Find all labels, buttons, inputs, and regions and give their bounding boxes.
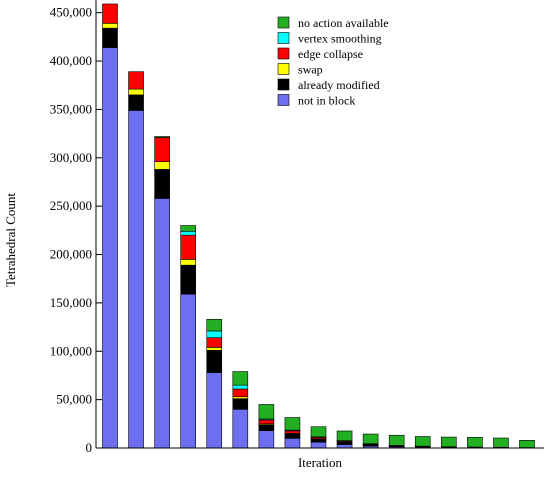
bar-segment-swap-1: [103, 23, 118, 28]
bar-segment-edge-collapse-8: [285, 431, 300, 433]
bar-segment-not-in-block-4: [181, 294, 196, 448]
bar-segment-not-in-block-1: [103, 48, 118, 449]
bar-segment-already-modified-8: [285, 434, 300, 438]
bar-segment-no-action-available-10: [337, 431, 352, 441]
bar-segment-no-action-available-8: [285, 418, 300, 431]
bar-segment-not-in-block-6: [233, 409, 248, 448]
bar-segment-edge-collapse-4: [181, 235, 196, 259]
y-tick-label: 400,000: [50, 53, 92, 68]
bar-segment-no-action-available-9: [311, 427, 326, 437]
bar-segment-already-modified-2: [129, 95, 144, 110]
bar-segment-swap-4: [181, 259, 196, 265]
bar-segment-vertex-smoothing-5: [207, 331, 222, 338]
bar-segment-swap-5: [207, 347, 222, 350]
bar-segment-already-modified-6: [233, 399, 248, 410]
y-tick-label: 100,000: [50, 343, 92, 358]
bar-segment-edge-collapse-7: [259, 420, 274, 424]
bar-segment-no-action-available-14: [441, 437, 456, 447]
axes-layer: 0 50,000 100,000 150,000 200,000 250,000 300,0…: [50, 0, 544, 455]
bar-segment-vertex-smoothing-4: [181, 231, 196, 235]
bar-segment-already-modified-7: [259, 425, 274, 431]
y-tick-label: 250,000: [50, 198, 92, 213]
bar-segment-no-action-available-16: [493, 438, 508, 447]
y-tick-label: 50,000: [56, 392, 92, 407]
bar-segment-already-modified-4: [181, 265, 196, 294]
legend-swatch-swap: [278, 64, 289, 75]
legend-label-no-action-available: no action available: [298, 16, 389, 30]
bar-segment-edge-collapse-2: [129, 72, 144, 89]
bar-segment-already-modified-10: [337, 442, 352, 444]
bar-segment-no-action-available-4: [181, 226, 196, 232]
bar-segment-edge-collapse-6: [233, 389, 248, 397]
bar-segment-not-in-block-10: [337, 445, 352, 448]
y-tick-label: 0: [86, 440, 93, 455]
bar-segment-no-action-available-17: [520, 440, 535, 447]
bar-segment-edge-collapse-3: [155, 137, 170, 161]
legend-label-vertex-smoothing: vertex smoothing: [298, 32, 382, 46]
legend-swatch-already-modified: [278, 79, 289, 90]
bar-segment-already-modified-3: [155, 169, 170, 198]
bar-segment-no-action-available-13: [415, 436, 430, 446]
legend-swatch-no-action-available: [278, 17, 289, 28]
bar-segment-swap-2: [129, 89, 144, 95]
bar-segment-no-action-available-11: [363, 434, 378, 444]
y-tick-label: 450,000: [50, 5, 92, 20]
bar-segment-edge-collapse-1: [103, 4, 118, 23]
bar-segment-not-in-block-7: [259, 431, 274, 448]
bar-segment-not-in-block-5: [207, 373, 222, 448]
bar-segment-not-in-block-3: [155, 198, 170, 448]
legend-swatch-not-in-block: [278, 95, 289, 106]
legend: no action available vertex smoothingedge …: [278, 16, 389, 108]
x-axis-title: Iteration: [298, 455, 343, 470]
legend-label-edge-collapse: edge collapse: [298, 47, 363, 61]
bar-segment-no-action-available-12: [389, 435, 404, 445]
bar-segment-no-action-available-6: [233, 372, 248, 386]
y-tick-label: 300,000: [50, 150, 92, 165]
bar-segment-no-action-available-15: [467, 437, 482, 447]
bar-segment-already-modified-5: [207, 350, 222, 372]
bar-segment-not-in-block-8: [285, 438, 300, 448]
y-tick-label: 350,000: [50, 101, 92, 116]
legend-label-already-modified: already modified: [298, 78, 380, 92]
legend-label-not-in-block: not in block: [298, 94, 355, 108]
bar-segment-not-in-block-9: [311, 442, 326, 448]
y-tick-label: 150,000: [50, 295, 92, 310]
legend-swatch-edge-collapse: [278, 48, 289, 59]
bar-segment-not-in-block-2: [129, 110, 144, 448]
bar-segment-swap-3: [155, 162, 170, 170]
bar-segment-edge-collapse-5: [207, 338, 222, 348]
bar-segment-already-modified-9: [311, 439, 326, 442]
bar-segment-already-modified-1: [103, 28, 118, 47]
bar-segment-vertex-smoothing-6: [233, 385, 248, 389]
legend-swatch-vertex-smoothing: [278, 33, 289, 44]
bar-segment-no-action-available-3: [155, 137, 170, 138]
y-tick-label: 200,000: [50, 247, 92, 262]
bar-segment-no-action-available-7: [259, 404, 274, 419]
legend-label-swap: swap: [298, 63, 323, 77]
y-axis-title: Tetrahedral Count: [3, 193, 18, 287]
bar-segment-no-action-available-5: [207, 319, 222, 331]
